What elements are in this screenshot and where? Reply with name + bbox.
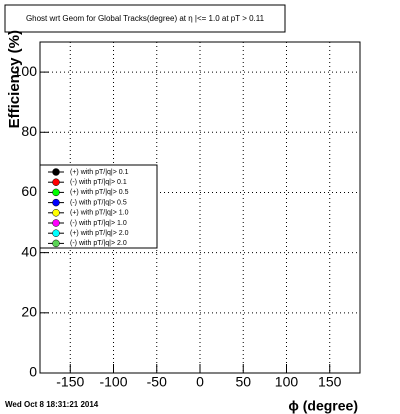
- legend-marker: [52, 188, 60, 197]
- timestamp: Wed Oct 8 18:31:21 2014: [5, 400, 99, 409]
- legend-label: (-) with pT/|q|> 0.5: [70, 199, 127, 206]
- x-tick-label: 0: [196, 374, 204, 390]
- y-tick-label: 80: [21, 123, 37, 139]
- y-tick-label: 60: [21, 183, 37, 199]
- y-tick-label: 0: [29, 364, 37, 380]
- y-tick-label: 100: [14, 63, 38, 79]
- x-tick-label: -100: [99, 374, 127, 390]
- chart-title: Ghost wrt Geom for Global Tracks(degree)…: [26, 14, 265, 23]
- legend-marker: [52, 178, 60, 186]
- x-tick-label: -150: [56, 374, 84, 390]
- legend-marker: [52, 209, 60, 217]
- legend-label: (-) with pT/|q|> 2.0: [70, 240, 127, 247]
- legend-label: (-) with pT/|q|> 0.1: [70, 179, 127, 186]
- legend-marker: [52, 219, 60, 227]
- legend-label: (+) with pT/|q|> 0.1: [70, 169, 129, 176]
- legend-marker: [52, 229, 60, 237]
- x-tick-label: -50: [147, 374, 167, 390]
- legend-label: (+) with pT/|q|> 1.0: [70, 210, 129, 217]
- x-tick-label: 150: [318, 374, 342, 390]
- y-axis-label: Efficiency (%): [6, 30, 23, 128]
- y-tick-label: 20: [21, 304, 37, 320]
- legend-marker: [52, 168, 60, 176]
- legend-label: (-) with pT/|q|> 1.0: [70, 220, 127, 227]
- legend-marker: [52, 239, 60, 248]
- legend-label: (+) with pT/|q|> 2.0: [70, 230, 129, 237]
- x-tick-label: 100: [275, 374, 299, 390]
- x-axis-label: ϕ (degree): [288, 398, 358, 414]
- x-tick-label: 50: [235, 374, 251, 390]
- legend-marker: [52, 198, 60, 207]
- legend-label: (+) with pT/|q|> 0.5: [70, 189, 129, 196]
- title-box: [4, 4, 286, 33]
- y-tick-label: 40: [21, 243, 37, 259]
